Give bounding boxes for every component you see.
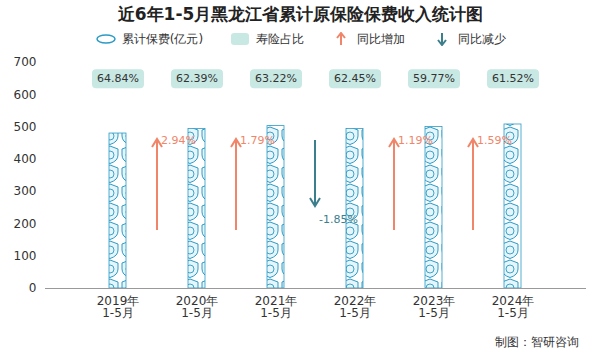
svg-text:2.94%: 2.94% xyxy=(161,134,196,147)
svg-text:1.59%: 1.59% xyxy=(477,134,512,147)
svg-text:2023年1-5月: 2023年1-5月 xyxy=(413,294,456,320)
svg-text:700: 700 xyxy=(14,55,37,69)
svg-text:0: 0 xyxy=(29,281,37,295)
svg-text:-1.85%: -1.85% xyxy=(319,213,358,226)
svg-text:1.79%: 1.79% xyxy=(240,134,275,147)
svg-text:59.77%: 59.77% xyxy=(413,72,455,85)
svg-text:62.39%: 62.39% xyxy=(176,72,218,85)
svg-text:2021年1-5月: 2021年1-5月 xyxy=(255,294,298,320)
svg-text:2024年1-5月: 2024年1-5月 xyxy=(492,294,535,320)
svg-text:62.45%: 62.45% xyxy=(334,72,376,85)
svg-text:2019年1-5月: 2019年1-5月 xyxy=(97,294,140,320)
svg-text:2020年1-5月: 2020年1-5月 xyxy=(176,294,219,320)
svg-text:100: 100 xyxy=(14,249,37,263)
html-text:近6年1-5月黑龙江省累计原保险保费收入统计图: 近6年1-5月黑龙江省累计原保险保费收入统计图 xyxy=(117,4,484,24)
svg-text:1.19%: 1.19% xyxy=(398,134,433,147)
svg-text:300: 300 xyxy=(14,184,37,198)
svg-text:63.22%: 63.22% xyxy=(255,72,297,85)
svg-text:64.84%: 64.84% xyxy=(97,72,139,85)
svg-text:400: 400 xyxy=(14,152,37,166)
svg-text:500: 500 xyxy=(14,120,37,134)
html-text:同比减少: 同比减少 xyxy=(458,31,507,46)
svg-text:61.52%: 61.52% xyxy=(492,72,534,85)
html-text:同比增加: 同比增加 xyxy=(357,31,406,46)
svg-text:200: 200 xyxy=(14,217,37,231)
svg-text:2022年1-5月: 2022年1-5月 xyxy=(334,294,377,320)
html-text:制图：智研咨询: 制图：智研咨询 xyxy=(495,335,579,349)
svg-text:600: 600 xyxy=(14,88,37,102)
html-text:寿险占比: 寿险占比 xyxy=(256,31,305,46)
html-text:累计保费(亿元): 累计保费(亿元) xyxy=(121,31,204,46)
